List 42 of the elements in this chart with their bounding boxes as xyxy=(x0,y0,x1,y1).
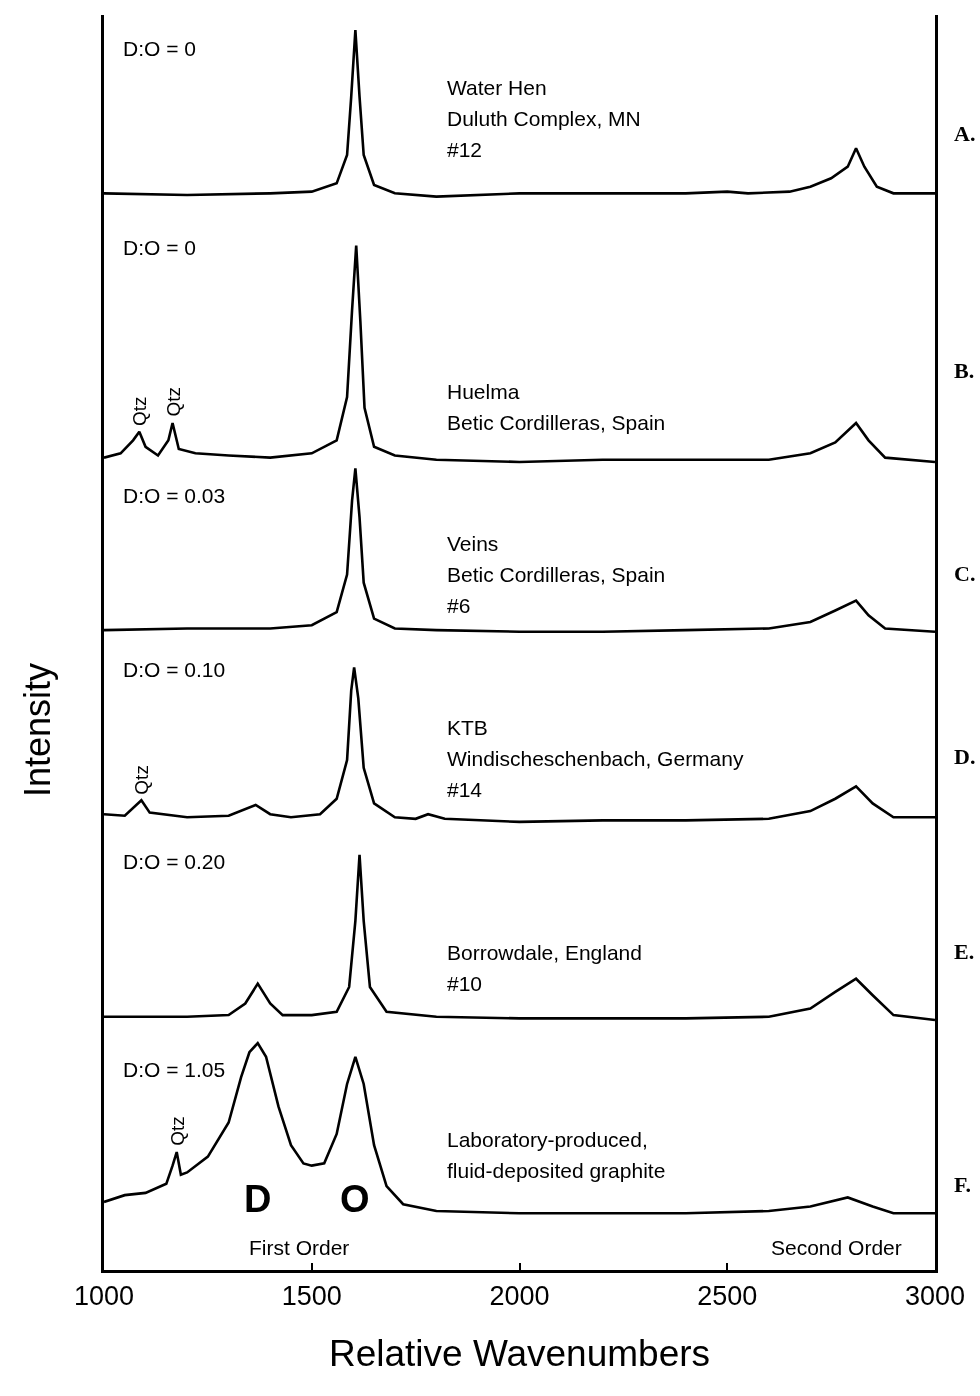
x-tick-label: 1000 xyxy=(73,1281,135,1312)
x-tick-label: 2500 xyxy=(697,1281,758,1312)
annotation: #14 xyxy=(447,778,483,801)
annotation: Qtz xyxy=(162,387,184,417)
annotation: Borrowdale, England xyxy=(447,941,642,964)
text: C. xyxy=(954,561,976,586)
x-tick-label: 1500 xyxy=(281,1281,342,1312)
annotation: Betic Cordilleras, Spain xyxy=(447,411,666,434)
annotation: D:O = 0.20 xyxy=(123,850,226,873)
text: A. xyxy=(954,121,976,146)
annotation: Water Hen xyxy=(447,76,547,99)
annotation: Huelma xyxy=(447,380,520,403)
annotation: #6 xyxy=(447,594,471,617)
annotation: First Order xyxy=(249,1236,350,1259)
x-tick-label: 2000 xyxy=(489,1281,550,1312)
text: E. xyxy=(954,939,975,964)
annotation: Veins xyxy=(447,532,499,555)
annotation: Qtz xyxy=(128,396,150,426)
annotation: Qtz xyxy=(131,765,153,795)
annotation: Laboratory-produced, xyxy=(447,1128,648,1151)
annotation: Duluth Complex, MN xyxy=(447,107,641,130)
annotation: O xyxy=(340,1178,370,1220)
text: D. xyxy=(954,744,976,769)
annotation: D xyxy=(244,1178,272,1220)
annotation: KTB xyxy=(447,716,488,739)
annotation: #10 xyxy=(447,972,483,995)
annotation: D:O = 0.03 xyxy=(123,484,226,507)
annotation: Windischeschenbach, Germany xyxy=(447,747,744,770)
annotation: Qtz xyxy=(166,1116,188,1146)
annotation: Betic Cordilleras, Spain xyxy=(447,563,666,586)
annotation: Second Order xyxy=(771,1236,902,1259)
annotation: D:O = 0 xyxy=(123,37,196,60)
annotation: D:O = 0.10 xyxy=(123,658,226,681)
annotation: #12 xyxy=(447,138,483,161)
annotation: D:O = 0 xyxy=(123,236,196,259)
y-axis-title: Intensity xyxy=(16,662,58,798)
x-tick-label: 3000 xyxy=(904,1281,966,1312)
annotation: D:O = 1.05 xyxy=(123,1058,226,1081)
x-axis-title: Relative Wavenumbers xyxy=(328,1332,711,1374)
text: F. xyxy=(954,1172,971,1197)
annotation: fluid-deposited graphite xyxy=(447,1159,666,1182)
text: B. xyxy=(954,358,975,383)
